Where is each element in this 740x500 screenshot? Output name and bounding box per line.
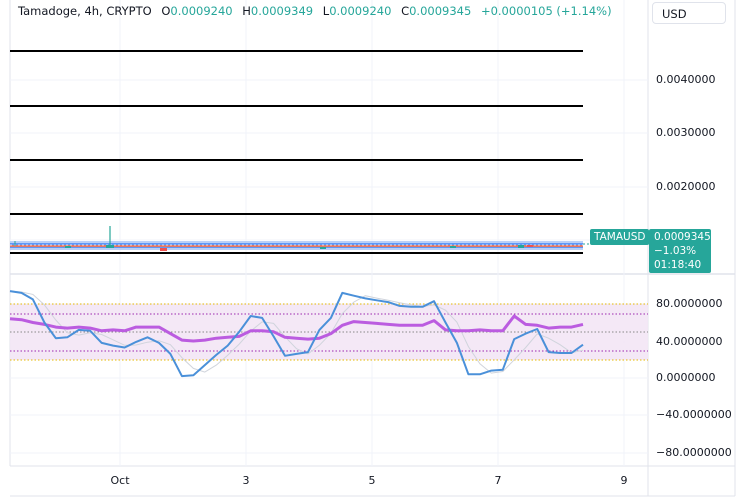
horizontal-level-lines — [10, 50, 583, 254]
symbol-tag: TAMAUSD — [590, 229, 650, 245]
ohlc-low: L0.0009240 — [322, 4, 392, 18]
price-axis-label: 0.0030000 — [656, 126, 716, 139]
price-candles — [10, 226, 583, 251]
last-price-change: −1.03% — [654, 245, 697, 257]
rsi-bands — [10, 303, 648, 361]
ohlc-high: H0.0009349 — [242, 4, 314, 18]
time-axis-label: 5 — [368, 474, 376, 487]
ohlc-close: C0.0009345 — [401, 4, 472, 18]
time-axis-label: 3 — [242, 474, 250, 487]
currency-selector[interactable]: USD — [652, 2, 726, 24]
time-axis-label: 9 — [620, 474, 628, 487]
rsi-axis-label: 40.0000000 — [656, 335, 723, 348]
price-axis-label: 0.0040000 — [656, 73, 716, 86]
vertical-grid — [119, 0, 625, 466]
last-price-value: 0.0009345 — [654, 231, 711, 243]
stoch-k-line — [9, 290, 584, 378]
horizontal-grid-main — [10, 79, 648, 241]
rsi-axis-label: −40.0000000 — [656, 408, 732, 421]
time-axis-label: 7 — [494, 474, 502, 487]
price-axis-label: 0.0020000 — [656, 180, 716, 193]
last-price-tag: 0.0009345 −1.03% 01:18:40 — [649, 229, 711, 273]
stoch-d-line — [9, 290, 584, 374]
symbol-title: Tamadoge, 4h, CRYPTO — [18, 4, 152, 18]
time-axis-label: Oct — [110, 474, 130, 487]
ohlc-change: +0.0000105 (+1.14%) — [480, 4, 612, 18]
stoch-ma-line — [9, 314, 584, 343]
bar-countdown: 01:18:40 — [654, 259, 702, 271]
ohlc-open: O0.0009240 — [161, 4, 233, 18]
chart-legend: Tamadoge, 4h, CRYPTO O0.0009240 H0.00093… — [18, 4, 618, 18]
rsi-axis-label: −80.0000000 — [656, 446, 732, 459]
rsi-axis-label: 0.0000000 — [656, 371, 716, 384]
rsi-axis-label: 80.0000000 — [656, 297, 723, 310]
